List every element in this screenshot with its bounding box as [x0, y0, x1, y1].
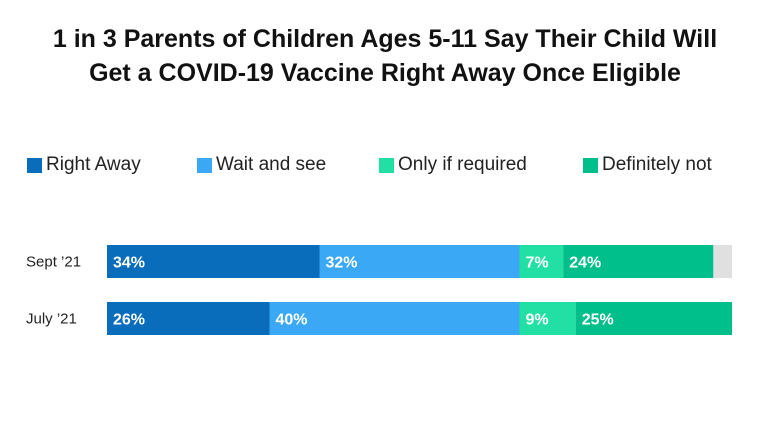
bar-segment-july-21-right-away: [107, 302, 270, 335]
data-label-sept-21-right-away: 34%: [113, 255, 145, 272]
data-label-sept-21-wait-and-see: 32%: [326, 255, 358, 272]
chart-title: 1 in 3 Parents of Children Ages 5-11 Say…: [0, 22, 770, 90]
legend-item-wait-and-see: Wait and see: [197, 152, 326, 178]
legend-item-definitely-not: Definitely not: [583, 152, 712, 178]
data-label-july-21-only-if-required: 9%: [526, 312, 549, 329]
data-label-july-21-definitely-not: 25%: [582, 312, 614, 329]
legend-swatch-right-away: [27, 157, 42, 173]
row-label-july-21: July ’21: [26, 311, 77, 328]
data-label-july-21-right-away: 26%: [113, 312, 145, 329]
legend-swatch-only-if-required: [379, 157, 394, 173]
legend-label-right-away: Right Away: [46, 154, 141, 175]
legend-label-wait-and-see: Wait and see: [216, 154, 327, 175]
bar-segment-july-21-only-if-required: [519, 302, 576, 335]
data-label-july-21-wait-and-see: 40%: [276, 312, 308, 329]
bar-segment-july-21-wait-and-see: [269, 302, 520, 335]
legend-item-only-if-required: Only if required: [379, 152, 527, 178]
chart-title-line-2: Get a COVID-19 Vaccine Right Away Once E…: [89, 59, 681, 87]
bar-segment-sept-21-definitely-not: [563, 245, 714, 278]
bar-segment-july-21-definitely-not: [575, 302, 732, 335]
data-label-sept-21-definitely-not: 24%: [569, 255, 601, 272]
chart-legend: Right Away Wait and see Only if required…: [0, 152, 770, 178]
legend-item-right-away: Right Away: [27, 152, 141, 178]
bar-segment-sept-21-right-away: [107, 245, 320, 278]
chart-title-line-1: 1 in 3 Parents of Children Ages 5-11 Say…: [52, 25, 718, 53]
legend-label-only-if-required: Only if required: [398, 154, 527, 175]
legend-swatch-definitely-not: [583, 157, 598, 173]
data-label-sept-21-only-if-required: 7%: [526, 255, 549, 272]
bar-segment-sept-21-only-if-required: [519, 245, 564, 278]
legend-label-definitely-not: Definitely not: [602, 154, 712, 175]
row-label-sept-21: Sept ’21: [26, 254, 81, 271]
legend-swatch-wait-and-see: [197, 157, 212, 173]
bar-segment-sept-21-wait-and-see: [319, 245, 520, 278]
